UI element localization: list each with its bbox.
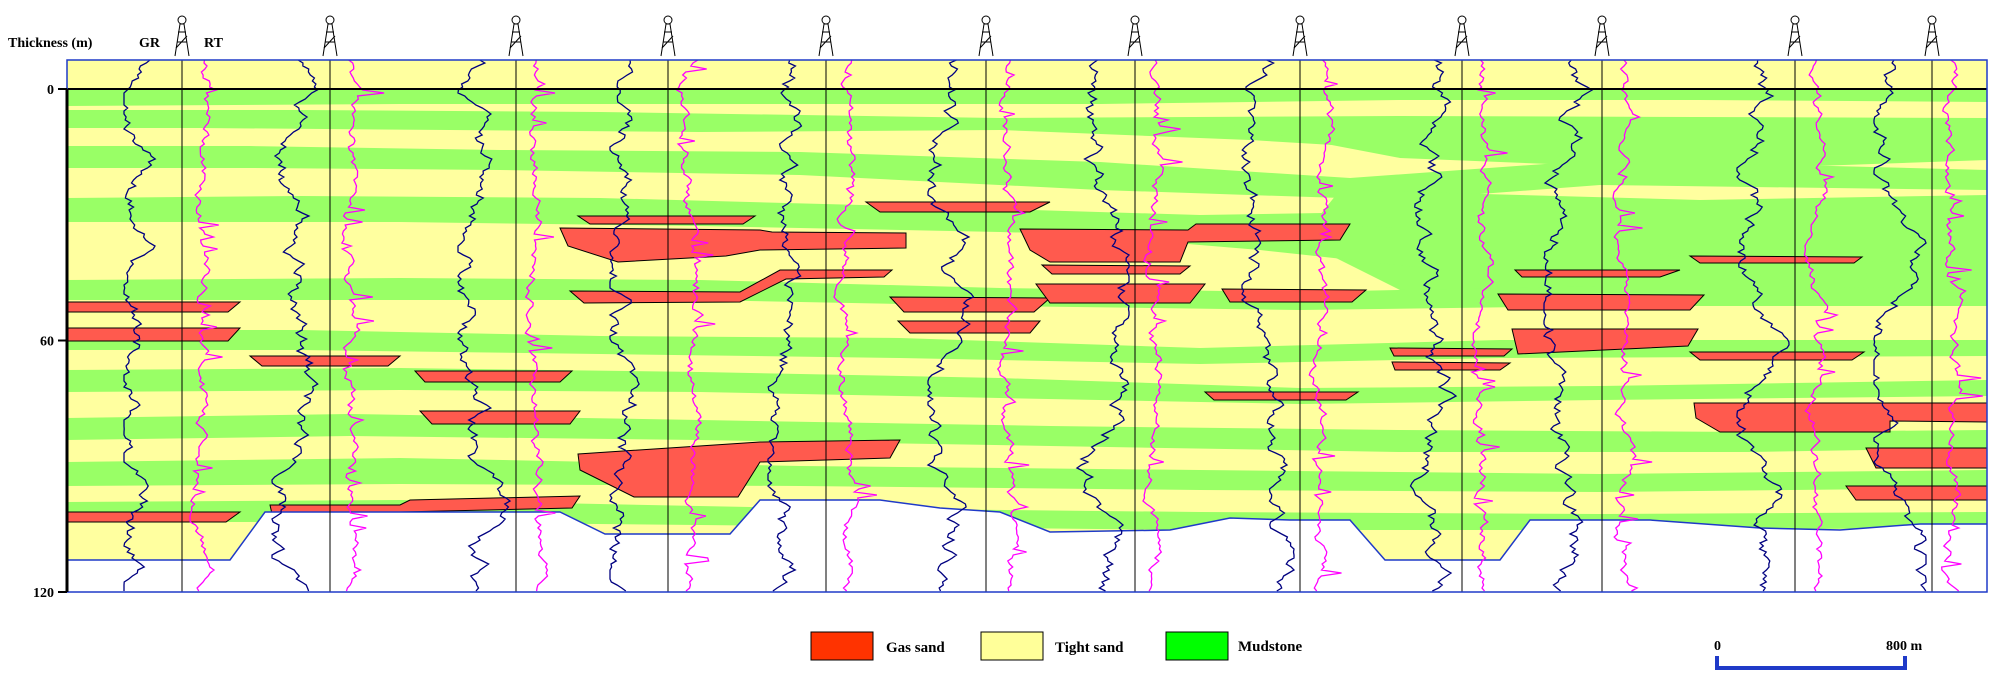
well-9 bbox=[1409, 15, 1508, 592]
scale-end-label: 800 m bbox=[1886, 639, 1923, 654]
derrick-icon bbox=[1292, 15, 1308, 57]
gr-label: GR bbox=[139, 36, 161, 51]
scale-start-label: 0 bbox=[1714, 639, 1721, 654]
well-7 bbox=[1075, 15, 1183, 592]
derrick-icon bbox=[508, 15, 524, 57]
scale-bar: 0 800 m bbox=[1714, 639, 1923, 670]
rt-log-curve bbox=[996, 59, 1030, 592]
derrick-icon bbox=[174, 15, 190, 57]
gr-log-curve bbox=[1409, 59, 1458, 592]
gr-log-curve bbox=[1872, 59, 1927, 592]
rt-log-curve bbox=[1308, 59, 1342, 592]
axis-tick-label: 0 bbox=[47, 83, 54, 98]
gr-log-curve bbox=[270, 59, 319, 592]
legend-label-gas: Gas sand bbox=[886, 640, 945, 656]
derrick-icon bbox=[1127, 15, 1143, 57]
derrick-icon bbox=[818, 15, 834, 57]
axis-tick-label: 120 bbox=[33, 586, 54, 601]
well-8 bbox=[1240, 15, 1342, 592]
rt-log-curve bbox=[1941, 59, 1983, 592]
thickness-label: Thickness (m) bbox=[8, 36, 93, 51]
rt-log-curve bbox=[1142, 59, 1183, 592]
depth-axis-ticks: 0 60 120 bbox=[33, 83, 67, 601]
derrick-icon bbox=[978, 15, 994, 57]
gr-log-curve bbox=[926, 59, 975, 592]
well-4 bbox=[608, 15, 716, 592]
gr-log-curve bbox=[456, 59, 512, 592]
derrick-icon bbox=[1594, 15, 1610, 57]
gr-log-curve bbox=[608, 59, 640, 592]
well-10 bbox=[1542, 15, 1653, 592]
derrick-icon bbox=[1924, 15, 1940, 57]
rt-log-curve bbox=[1470, 59, 1508, 592]
derrick-icon bbox=[322, 15, 338, 57]
well-12 bbox=[1872, 15, 1983, 592]
well-5 bbox=[767, 15, 878, 592]
gr-log-curve bbox=[1075, 59, 1131, 592]
legend-swatch-mud bbox=[1165, 631, 1229, 661]
rt-log-curve bbox=[675, 59, 716, 592]
legend-swatch-gas bbox=[810, 631, 874, 661]
rt-log-curve bbox=[1803, 59, 1839, 592]
gr-log-curve bbox=[122, 59, 157, 591]
gr-log-curve bbox=[1542, 59, 1594, 592]
base-boundary-line bbox=[67, 499, 1987, 561]
gr-log-curve bbox=[767, 59, 803, 592]
well-3 bbox=[456, 15, 556, 592]
gr-log-curve bbox=[1240, 59, 1296, 592]
rt-log-curve bbox=[189, 59, 223, 592]
well-11 bbox=[1735, 15, 1839, 592]
legend-label-mud: Mudstone bbox=[1238, 639, 1303, 655]
rt-label: RT bbox=[204, 36, 224, 51]
rt-log-curve bbox=[833, 59, 878, 592]
rt-log-curve bbox=[524, 59, 556, 592]
legend: Gas sand Tight sand Mudstone bbox=[810, 631, 1303, 661]
scale-bar-line bbox=[1715, 656, 1907, 670]
gr-log-curve bbox=[1735, 59, 1790, 592]
axis-tick-label: 60 bbox=[40, 335, 54, 350]
gas-sand-bodies bbox=[66, 201, 1988, 523]
well-6 bbox=[926, 15, 1030, 592]
well-logs bbox=[122, 15, 1983, 592]
well-2 bbox=[270, 15, 385, 592]
legend-label-tight: Tight sand bbox=[1055, 640, 1124, 656]
legend-swatch-tight bbox=[980, 631, 1044, 661]
rt-log-curve bbox=[340, 59, 385, 592]
derrick-icon bbox=[660, 15, 676, 57]
rt-log-curve bbox=[1612, 59, 1653, 592]
well-1 bbox=[122, 15, 223, 592]
derrick-icon bbox=[1454, 15, 1470, 57]
derrick-icon bbox=[1787, 15, 1803, 57]
